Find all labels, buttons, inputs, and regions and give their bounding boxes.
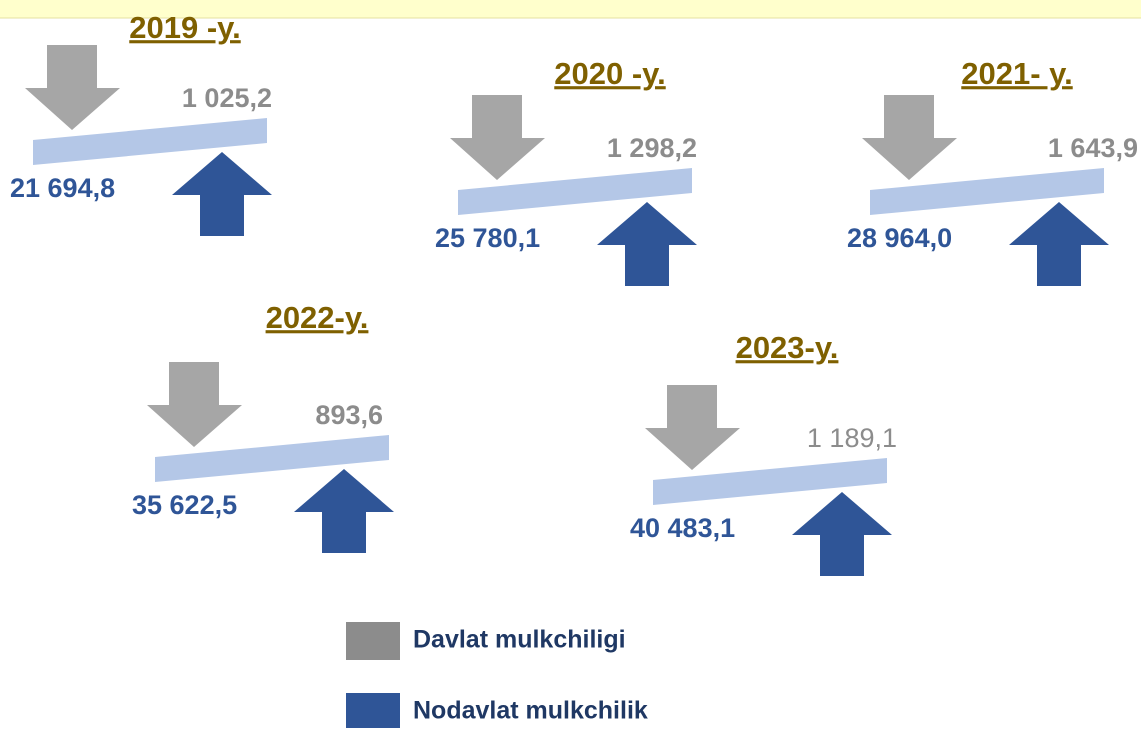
up-arrow <box>1009 202 1109 286</box>
up-arrow <box>172 152 272 236</box>
down-arrow <box>862 95 957 180</box>
nonstate-value: 28 964,0 <box>847 223 952 253</box>
year-title: 2023-y. <box>736 330 839 365</box>
up-arrow <box>294 469 394 553</box>
nonstate-value: 21 694,8 <box>10 173 115 203</box>
legend-swatch <box>346 693 400 731</box>
year-title: 2019 -y. <box>129 10 240 45</box>
state-value: 1 025,2 <box>182 83 272 113</box>
down-arrow <box>147 362 242 447</box>
year-title: 2022-y. <box>266 300 369 335</box>
legend-label: Davlat mulkchiligi <box>413 626 626 654</box>
state-value: 893,6 <box>315 400 383 430</box>
top-strip <box>0 0 1141 18</box>
balance-bar <box>870 168 1104 215</box>
nonstate-value: 40 483,1 <box>630 513 735 543</box>
up-arrow <box>792 492 892 576</box>
state-value: 1 643,9 <box>1048 133 1138 163</box>
legend-label: Nodavlat mulkchilik <box>413 697 648 725</box>
state-value: 1 189,1 <box>807 423 897 453</box>
down-arrow <box>450 95 545 180</box>
balance-bar <box>33 118 267 165</box>
balance-bar <box>155 435 389 482</box>
legend-swatch <box>346 622 400 660</box>
balance-bar <box>653 458 887 505</box>
down-arrow <box>645 385 740 470</box>
down-arrow <box>25 45 120 130</box>
year-title: 2020 -y. <box>554 56 665 91</box>
nonstate-value: 35 622,5 <box>132 490 237 520</box>
nonstate-value: 25 780,1 <box>435 223 540 253</box>
state-value: 1 298,2 <box>607 133 697 163</box>
year-title: 2021- y. <box>961 56 1072 91</box>
balance-bar <box>458 168 692 215</box>
up-arrow <box>597 202 697 286</box>
